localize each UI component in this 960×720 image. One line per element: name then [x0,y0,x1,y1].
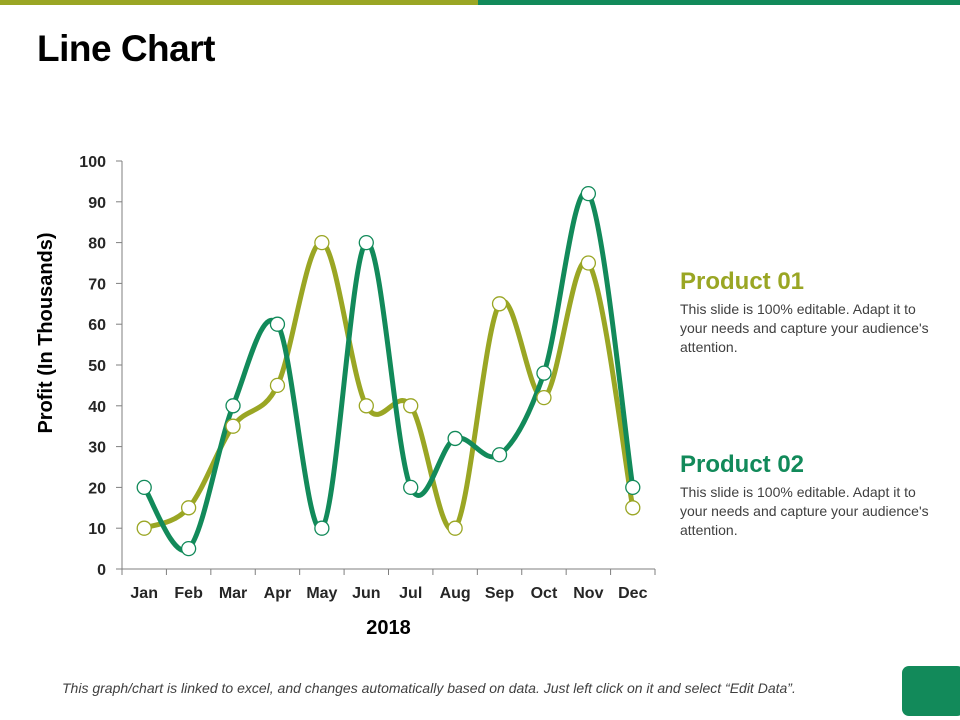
x-tick-label: Apr [264,585,292,602]
x-tick-label: Feb [174,585,203,602]
y-tick-label: 60 [88,317,106,334]
y-tick-label: 70 [88,276,106,293]
data-point-product-02-apr [269,316,286,332]
x-tick-label: Oct [531,585,558,602]
y-tick-label: 80 [88,236,106,253]
data-point-product-01-jun [358,398,374,414]
data-point-product-01-aug [447,520,463,536]
data-point-product-01-apr [269,377,286,394]
data-point-product-01-feb [180,500,197,516]
data-point-product-02-feb [180,540,197,557]
y-tick-label: 100 [79,154,106,171]
y-tick-label: 20 [88,480,106,497]
y-tick-label: 30 [88,440,106,457]
data-point-product-02-nov [580,185,597,202]
legend-description-product-01: This slide is 100% editable. Adapt it to… [680,301,929,355]
x-tick-label: Jan [130,585,158,602]
x-tick-label: Jul [399,585,422,602]
data-point-product-01-dec [625,500,641,516]
data-point-product-02-jul [403,479,419,496]
legend-title-product-02: Product 02 [680,451,805,478]
legend-product-01: Product 01 This slide is 100% editable. … [680,268,930,357]
data-point-product-02-mar [225,398,241,414]
x-tick-label: May [306,585,337,602]
slide-title: Line Chart [37,28,215,69]
legend-title-product-01: Product 01 [680,268,805,295]
series-line-product-01 [141,240,636,533]
data-point-product-01-sep [491,296,508,312]
legend-product-02: Product 02 This slide is 100% editable. … [680,451,930,540]
legend-description-product-02: This slide is 100% editable. Adapt it to… [680,484,929,538]
top-accent-bar-left [0,0,478,5]
data-point-product-02-aug [447,430,463,447]
top-accent-bar-right [478,0,960,5]
data-point-product-02-sep [491,447,508,463]
x-tick-label: Jun [352,585,380,602]
y-axis-title: Profit (In Thousands) [35,232,57,433]
x-tick-label: Nov [573,585,603,602]
data-point-product-02-dec [625,479,641,496]
y-tick-label: 50 [88,358,106,375]
series-line-product-02 [141,189,636,553]
data-point-product-02-jun [358,234,374,251]
data-point-product-02-jan [136,479,152,496]
y-tick-label: 10 [88,521,106,538]
data-point-product-01-mar [225,418,241,434]
x-tick-label: Aug [440,585,471,602]
corner-accent-button[interactable] [902,666,960,716]
data-point-product-01-jan [136,520,152,536]
data-point-product-01-may [314,234,330,251]
data-point-product-01-jul [403,398,419,414]
data-point-product-02-oct [536,365,552,381]
y-tick-label: 0 [97,562,106,579]
x-tick-label: Mar [219,585,247,602]
x-tick-label: Sep [485,585,515,602]
footer-note: This graph/chart is linked to excel, and… [62,680,796,696]
data-point-product-01-oct [536,389,552,406]
y-tick-label: 40 [88,399,106,416]
data-point-product-02-may [314,520,330,536]
x-tick-label: Dec [618,585,647,602]
data-point-product-01-nov [580,255,597,271]
y-tick-label: 90 [88,195,106,212]
x-axis-title: 2018 [366,617,411,639]
